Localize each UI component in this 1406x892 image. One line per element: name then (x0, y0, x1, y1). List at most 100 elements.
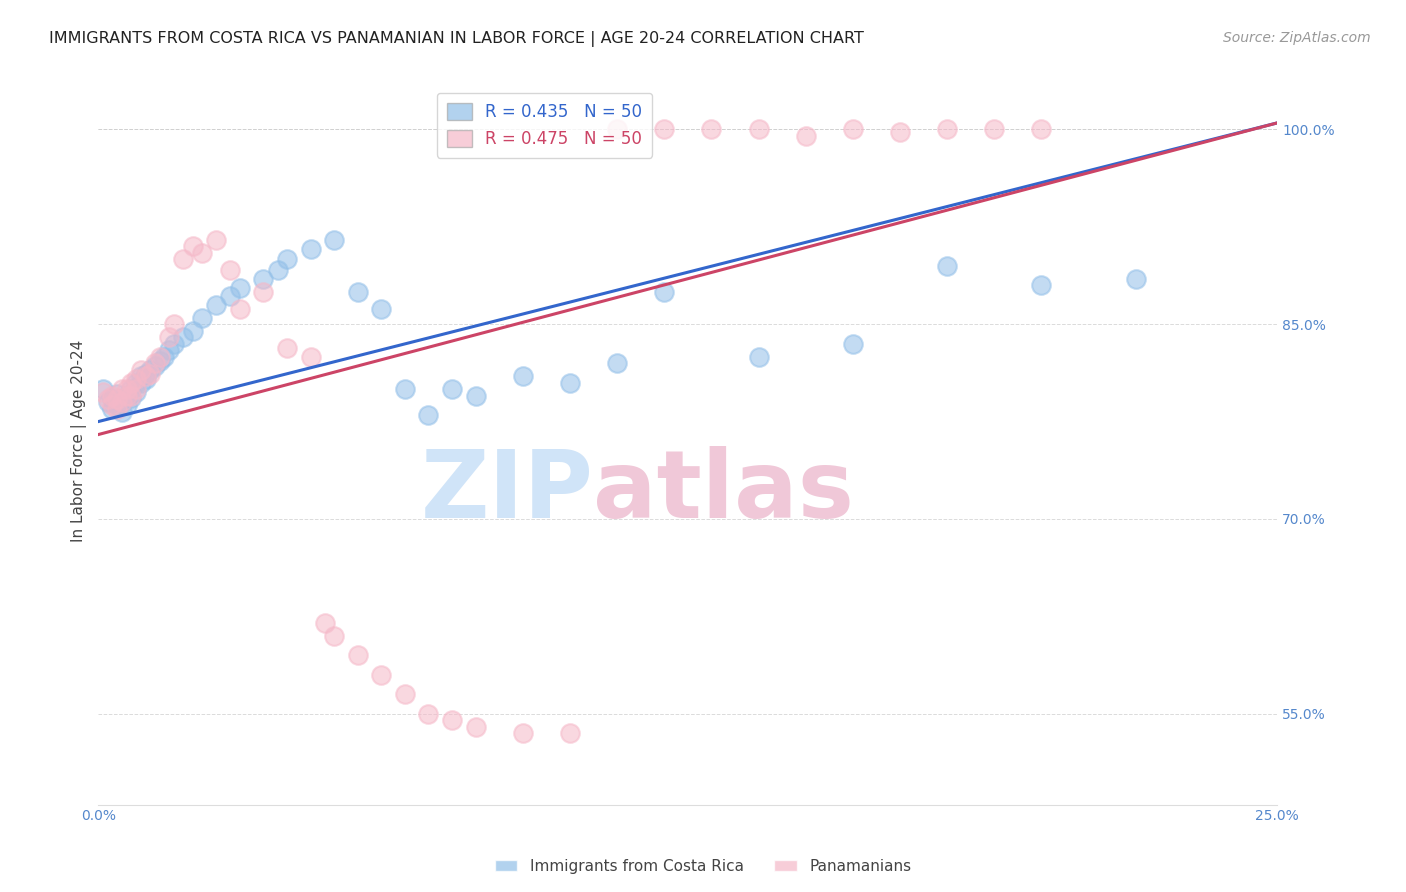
Point (105, 392, 128, 407)
Point (115, 388, 138, 402)
Point (134, 369, 156, 384)
Point (229, 301, 252, 316)
Point (120, 382, 142, 396)
Point (101, 388, 124, 402)
Point (346, 285, 368, 299)
Text: atlas: atlas (593, 446, 855, 538)
Point (205, 298, 228, 312)
Text: ZIP: ZIP (420, 446, 593, 538)
Point (440, 382, 463, 396)
Point (134, 372, 156, 386)
Point (115, 388, 138, 402)
Point (172, 330, 194, 344)
Point (219, 288, 242, 302)
Point (464, 720, 486, 734)
Point (606, 356, 628, 370)
Point (346, 648, 368, 663)
Point (143, 356, 166, 370)
Point (229, 281, 252, 295)
Point (120, 391, 142, 405)
Point (101, 398, 124, 412)
Point (105, 398, 128, 412)
Point (299, 350, 322, 364)
Point (125, 376, 148, 390)
Point (606, 122, 628, 136)
Point (842, 122, 865, 136)
Point (652, 122, 675, 136)
Point (149, 350, 172, 364)
Point (120, 376, 142, 390)
Point (266, 262, 288, 277)
Point (418, 408, 440, 422)
Point (370, 667, 392, 681)
Point (394, 382, 416, 396)
Point (191, 310, 214, 325)
Point (163, 336, 186, 351)
Point (842, 336, 865, 351)
Point (558, 726, 581, 740)
Point (1031, 122, 1053, 136)
Point (252, 285, 274, 299)
Point (1125, 271, 1147, 285)
Point (370, 301, 392, 316)
Point (111, 395, 134, 409)
Point (314, 615, 336, 630)
Point (1031, 278, 1053, 293)
Text: IMMIGRANTS FROM COSTA RICA VS PANAMANIAN IN LABOR FORCE | AGE 20-24 CORRELATION : IMMIGRANTS FROM COSTA RICA VS PANAMANIAN… (49, 31, 865, 47)
Point (794, 128, 817, 143)
Point (129, 376, 152, 390)
Point (323, 233, 346, 247)
Point (276, 252, 298, 267)
Legend: Immigrants from Costa Rica, Panamanians: Immigrants from Costa Rica, Panamanians (488, 853, 918, 880)
Point (101, 401, 124, 416)
Point (111, 405, 134, 419)
Point (276, 341, 298, 355)
Point (105, 387, 128, 401)
Point (139, 367, 162, 381)
Point (139, 362, 162, 376)
Point (464, 388, 486, 402)
Point (125, 372, 148, 386)
Point (191, 245, 214, 260)
Point (219, 262, 242, 277)
Point (120, 388, 142, 402)
Point (111, 395, 134, 409)
Point (936, 259, 959, 273)
Point (512, 369, 534, 384)
Point (700, 122, 723, 136)
Point (205, 233, 228, 247)
Point (394, 687, 416, 701)
Point (125, 384, 148, 399)
Legend: R = 0.435   N = 50, R = 0.475   N = 50: R = 0.435 N = 50, R = 0.475 N = 50 (437, 93, 652, 158)
Point (105, 401, 128, 416)
Point (97, 392, 120, 407)
Point (143, 359, 166, 373)
Point (181, 324, 204, 338)
Point (418, 706, 440, 721)
Y-axis label: In Labor Force | Age 20-24: In Labor Force | Age 20-24 (72, 340, 87, 542)
Point (97, 395, 120, 409)
Point (889, 125, 911, 139)
Point (129, 362, 152, 376)
Point (115, 382, 138, 396)
Point (149, 353, 172, 368)
Point (299, 242, 322, 256)
Point (748, 122, 770, 136)
Point (157, 343, 180, 358)
Point (558, 376, 581, 390)
Point (936, 122, 959, 136)
Point (181, 239, 204, 253)
Point (252, 271, 274, 285)
Point (91, 382, 114, 396)
Point (163, 317, 186, 331)
Point (157, 330, 180, 344)
Point (512, 726, 534, 740)
Point (111, 382, 134, 396)
Point (172, 252, 194, 267)
Point (115, 398, 138, 412)
Point (983, 122, 1005, 136)
Point (153, 350, 176, 364)
Text: Source: ZipAtlas.com: Source: ZipAtlas.com (1223, 31, 1371, 45)
Point (323, 629, 346, 643)
Point (134, 367, 156, 381)
